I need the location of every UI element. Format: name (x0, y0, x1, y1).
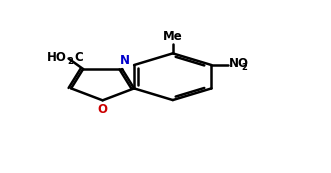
Text: 2: 2 (241, 63, 247, 72)
Text: Me: Me (163, 30, 183, 43)
Text: C: C (74, 51, 83, 64)
Text: N: N (120, 54, 130, 67)
Text: O: O (98, 103, 108, 116)
Text: 2: 2 (68, 57, 73, 66)
Text: NO: NO (229, 57, 249, 70)
Text: HO: HO (47, 51, 67, 64)
